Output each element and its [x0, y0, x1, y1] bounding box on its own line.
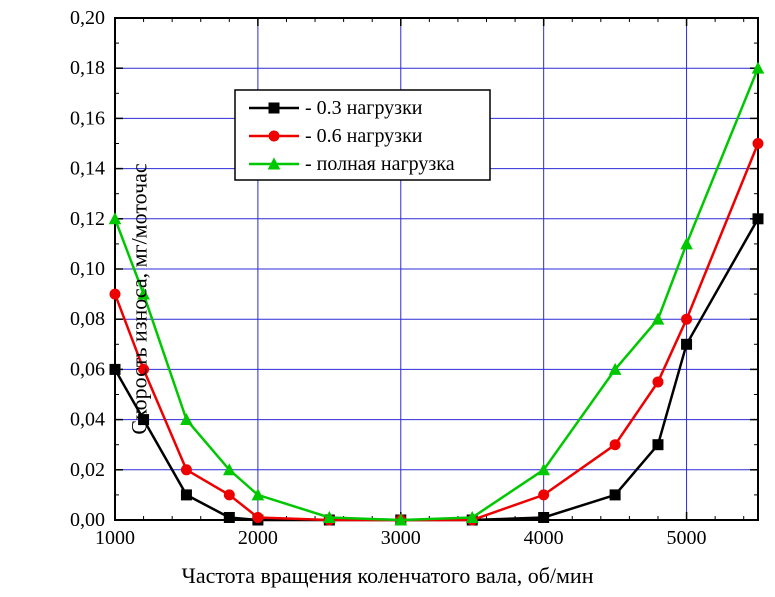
- x-axis-label: Частота вращения коленчатого вала, об/ми…: [0, 563, 775, 589]
- svg-text:0,18: 0,18: [70, 57, 105, 79]
- svg-text:0,14: 0,14: [70, 158, 105, 180]
- svg-text:0,16: 0,16: [70, 107, 105, 129]
- svg-text:0,12: 0,12: [70, 208, 105, 230]
- svg-text:- 0.3 нагрузки: - 0.3 нагрузки: [305, 97, 423, 119]
- wear-rate-chart: 100020003000400050000,000,020,040,060,08…: [0, 0, 775, 597]
- svg-text:0,00: 0,00: [70, 509, 105, 531]
- svg-text:5000: 5000: [667, 527, 707, 549]
- svg-text:0,08: 0,08: [70, 308, 105, 330]
- svg-text:3000: 3000: [381, 527, 421, 549]
- svg-text:- 0.6 нагрузки: - 0.6 нагрузки: [305, 125, 423, 147]
- chart-svg: 100020003000400050000,000,020,040,060,08…: [0, 0, 775, 597]
- svg-text:2000: 2000: [238, 527, 278, 549]
- y-axis-label: Скорость износа, мг/моточас: [127, 163, 153, 434]
- svg-text:4000: 4000: [524, 527, 564, 549]
- svg-text:0,04: 0,04: [70, 409, 105, 431]
- svg-text:0,06: 0,06: [70, 358, 105, 380]
- svg-text:- полная нагрузка: - полная нагрузка: [305, 153, 455, 175]
- svg-text:0,10: 0,10: [70, 258, 105, 280]
- svg-text:0,02: 0,02: [70, 459, 105, 481]
- svg-text:0,20: 0,20: [70, 7, 105, 29]
